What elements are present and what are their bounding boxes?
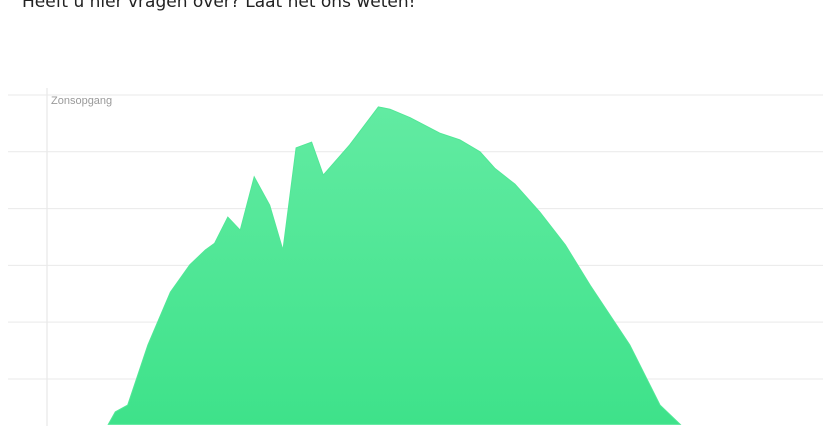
annotation: Zonsopgang <box>51 95 112 107</box>
area <box>107 106 682 425</box>
help-text: Heeft u hier vragen over? Laat het ons w… <box>22 0 415 12</box>
